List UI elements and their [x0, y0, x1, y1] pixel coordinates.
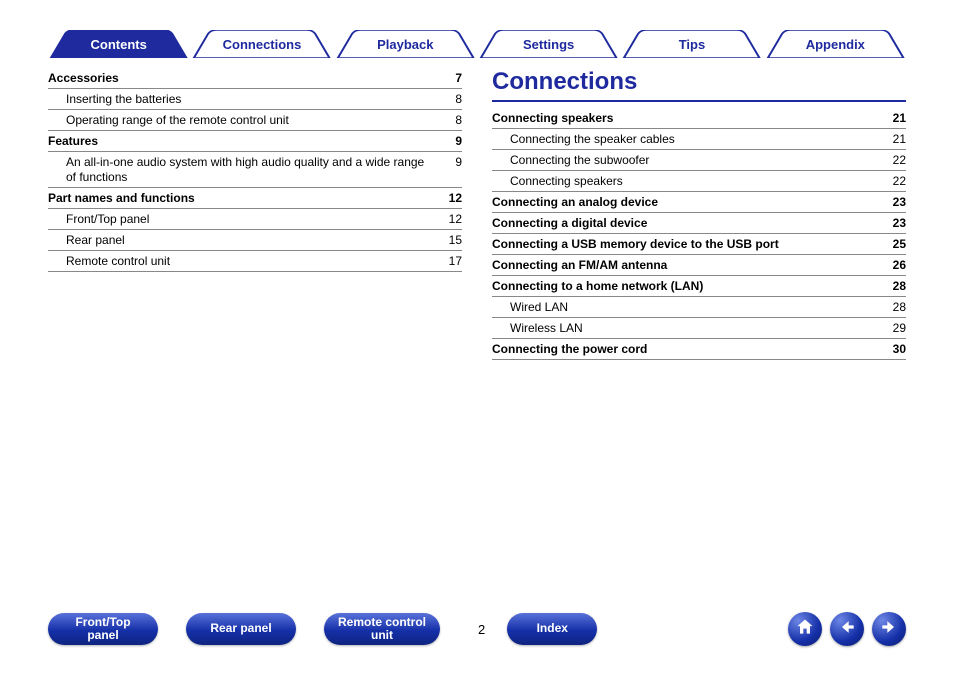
toc-page: 8 — [442, 92, 462, 107]
toc-label: Remote control unit — [48, 254, 442, 269]
footer-btn-remote-control-unit[interactable]: Remote control unit — [324, 613, 440, 645]
toc-row[interactable]: Accessories7 — [48, 68, 462, 89]
toc-row[interactable]: Remote control unit17 — [48, 251, 462, 272]
toc-label: Connecting a digital device — [492, 216, 886, 231]
toc-label: Operating range of the remote control un… — [48, 113, 442, 128]
toc-page: 25 — [886, 237, 906, 252]
toc-row[interactable]: Part names and functions12 — [48, 188, 462, 209]
toc-label: Wireless LAN — [492, 321, 886, 336]
toc-page: 8 — [442, 113, 462, 128]
toc-row[interactable]: Front/Top panel12 — [48, 209, 462, 230]
next-page-button[interactable] — [872, 612, 906, 646]
home-button[interactable] — [788, 612, 822, 646]
footer-btn-label: Index — [537, 622, 568, 635]
toc-row[interactable]: Connecting to a home network (LAN)28 — [492, 276, 906, 297]
tab-label: Appendix — [765, 30, 906, 58]
toc-page: 9 — [442, 155, 462, 170]
toc-label: Rear panel — [48, 233, 442, 248]
footer-btn-label: Remote control unit — [338, 616, 426, 642]
toc-page: 7 — [442, 71, 462, 86]
toc-page: 28 — [886, 300, 906, 315]
top-tabs: Contents Connections Playback Settings T… — [48, 30, 906, 60]
toc-label: Inserting the batteries — [48, 92, 442, 107]
tab-label: Tips — [621, 30, 762, 58]
toc-row[interactable]: Connecting speakers21 — [492, 108, 906, 129]
toc-row[interactable]: Connecting the power cord30 — [492, 339, 906, 360]
toc-row[interactable]: Rear panel15 — [48, 230, 462, 251]
toc-page: 23 — [886, 216, 906, 231]
toc-row[interactable]: Operating range of the remote control un… — [48, 110, 462, 131]
toc-page: 12 — [442, 191, 462, 206]
toc-row[interactable]: Connecting an analog device23 — [492, 192, 906, 213]
tab-label: Connections — [191, 30, 332, 58]
tab-label: Settings — [478, 30, 619, 58]
tab-tips[interactable]: Tips — [621, 30, 762, 58]
arrow-right-icon — [879, 617, 899, 642]
toc-label: Connecting speakers — [492, 174, 886, 189]
toc-page: 21 — [886, 132, 906, 147]
toc-page: 30 — [886, 342, 906, 357]
toc-row[interactable]: Wired LAN28 — [492, 297, 906, 318]
footer-btn-label: Rear panel — [210, 622, 271, 635]
toc-page: 21 — [886, 111, 906, 126]
toc-label: Front/Top panel — [48, 212, 442, 227]
toc-page: 26 — [886, 258, 906, 273]
toc-label: An all-in-one audio system with high aud… — [48, 155, 442, 185]
section-title: Connections — [492, 68, 906, 102]
footer-btn-rear-panel[interactable]: Rear panel — [186, 613, 296, 645]
toc-label: Wired LAN — [492, 300, 886, 315]
toc-page: 9 — [442, 134, 462, 149]
toc-row[interactable]: Connecting the speaker cables21 — [492, 129, 906, 150]
toc-label: Features — [48, 134, 442, 149]
toc-label: Connecting to a home network (LAN) — [492, 279, 886, 294]
tab-contents[interactable]: Contents — [48, 30, 189, 58]
toc-label: Connecting an analog device — [492, 195, 886, 210]
footer-btn-label: Front/Top panel — [75, 616, 130, 642]
toc-label: Connecting speakers — [492, 111, 886, 126]
toc-label: Connecting a USB memory device to the US… — [492, 237, 886, 252]
prev-page-button[interactable] — [830, 612, 864, 646]
toc-page: 17 — [442, 254, 462, 269]
tab-playback[interactable]: Playback — [335, 30, 476, 58]
footer-btn-index[interactable]: Index — [507, 613, 597, 645]
toc-row[interactable]: Connecting speakers22 — [492, 171, 906, 192]
footer-nav: Front/Top panel Rear panel Remote contro… — [48, 609, 906, 649]
toc-row[interactable]: Inserting the batteries8 — [48, 89, 462, 110]
content-body: Accessories7Inserting the batteries8Oper… — [48, 68, 906, 593]
toc-row[interactable]: Connecting an FM/AM antenna26 — [492, 255, 906, 276]
toc-row[interactable]: Features9 — [48, 131, 462, 152]
toc-page: 22 — [886, 153, 906, 168]
tab-connections[interactable]: Connections — [191, 30, 332, 58]
tab-appendix[interactable]: Appendix — [765, 30, 906, 58]
toc-row[interactable]: Wireless LAN29 — [492, 318, 906, 339]
tab-label: Playback — [335, 30, 476, 58]
toc-label: Accessories — [48, 71, 442, 86]
page-number: 2 — [478, 622, 485, 637]
toc-label: Part names and functions — [48, 191, 442, 206]
home-icon — [795, 617, 815, 642]
footer-btn-front-top-panel[interactable]: Front/Top panel — [48, 613, 158, 645]
toc-row[interactable]: Connecting a USB memory device to the US… — [492, 234, 906, 255]
toc-label: Connecting the subwoofer — [492, 153, 886, 168]
toc-label: Connecting an FM/AM antenna — [492, 258, 886, 273]
toc-row[interactable]: Connecting the subwoofer22 — [492, 150, 906, 171]
toc-right-column: Connections Connecting speakers21Connect… — [492, 68, 906, 593]
toc-page: 15 — [442, 233, 462, 248]
toc-page: 29 — [886, 321, 906, 336]
toc-page: 23 — [886, 195, 906, 210]
toc-page: 28 — [886, 279, 906, 294]
tab-label: Contents — [48, 30, 189, 58]
tab-settings[interactable]: Settings — [478, 30, 619, 58]
toc-page: 12 — [442, 212, 462, 227]
arrow-left-icon — [837, 617, 857, 642]
toc-page: 22 — [886, 174, 906, 189]
toc-row[interactable]: Connecting a digital device23 — [492, 213, 906, 234]
toc-row[interactable]: An all-in-one audio system with high aud… — [48, 152, 462, 188]
toc-label: Connecting the power cord — [492, 342, 886, 357]
toc-label: Connecting the speaker cables — [492, 132, 886, 147]
toc-left-column: Accessories7Inserting the batteries8Oper… — [48, 68, 462, 593]
toc-right-list: Connecting speakers21Connecting the spea… — [492, 108, 906, 360]
